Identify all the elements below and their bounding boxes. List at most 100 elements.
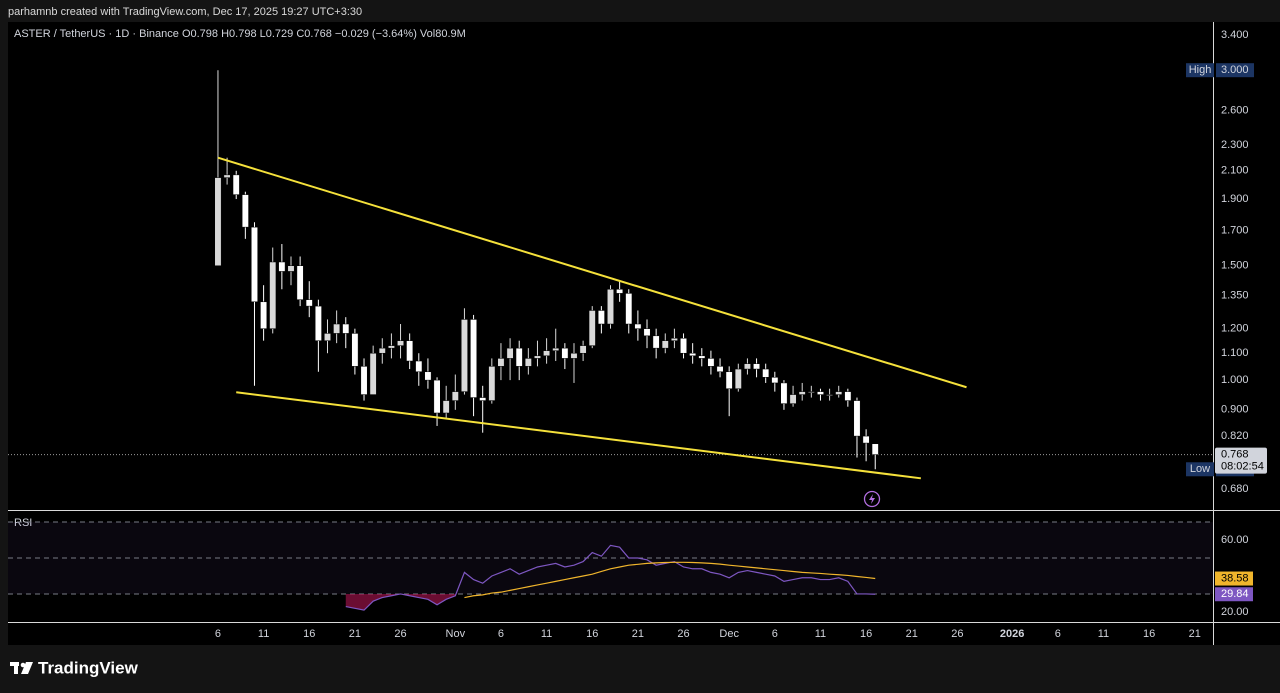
x-tick-label: 6 [215,628,221,640]
candle-body [488,366,496,401]
x-tick-label: 21 [1189,628,1201,640]
logo-icon [10,662,33,674]
candle-body [725,371,733,389]
candle-body [743,363,751,370]
y-tick-label: 20.00 [1221,606,1249,618]
y-tick-label: 2.300 [1221,139,1249,151]
candle-body [451,391,459,401]
x-tick-label: 11 [815,628,826,640]
candle-body [734,368,742,389]
candle-body [524,358,532,367]
y-tick-label: 2.600 [1221,104,1249,116]
x-tick-label: 21 [906,628,918,640]
candle-body [844,391,852,401]
rsi-line [345,544,876,611]
trendline [217,156,967,389]
legend-value: O0.798 [182,28,218,40]
marker-value: 3.000 [1221,64,1249,76]
candle-body [333,323,341,334]
last-price-box [1215,447,1267,474]
rsi-line [464,561,876,599]
candle-body [534,355,541,359]
candle-body [643,328,651,337]
candle-body [305,299,313,307]
candle-body [689,352,697,357]
y-tick-label: 2.100 [1221,165,1249,177]
candle-body [561,347,569,359]
candle-body [789,394,797,404]
candle-body [862,435,870,444]
rsi-value-box [1215,571,1253,586]
x-tick-label: 2026 [1000,628,1024,640]
x-tick-label: 11 [541,628,552,640]
y-tick-label: 1.100 [1221,347,1249,359]
candle-body [214,177,222,266]
legend-value: Vol80.9M [420,28,466,40]
candle-body [543,350,551,357]
candle-body [597,310,605,325]
candle-body [680,337,687,354]
x-tick-label: 16 [1143,628,1155,640]
x-tick-label: 6 [1055,628,1061,640]
x-tick-label: Nov [446,628,466,640]
candle-body [707,358,715,367]
candle-body [771,377,779,384]
x-tick-label: 16 [586,628,598,640]
candle-body [223,174,231,178]
rsi-value-label: 38.58 [1221,572,1249,584]
candle-body [716,366,724,373]
candle-body [387,345,395,349]
candle-body [698,355,706,359]
candle-body [826,394,834,396]
x-tick-label: 26 [394,628,406,640]
candle-body [634,323,642,329]
candle-body [607,289,614,325]
legend-value: H0.798 [221,28,256,40]
candle-body [570,352,578,359]
candle-body [470,319,478,398]
candle-body [415,360,423,373]
y-tick-label: 60.00 [1221,534,1249,546]
rsi-value-label: 29.84 [1221,588,1249,600]
y-tick-label: 1.200 [1221,323,1249,335]
candle-body [817,391,824,395]
candle-body [798,391,806,395]
candle-body [506,347,514,359]
rsi-value-box [1215,587,1253,602]
candle-body [670,337,678,341]
x-tick-label: 11 [1098,628,1109,640]
y-tick-label: 1.350 [1221,289,1249,301]
candle-body [260,301,268,329]
legend: ASTER / TetherUS · 1D · Binance O0.798 H… [14,28,466,40]
candle-body [479,397,487,401]
candle-body [424,371,432,381]
marker-value-box [1216,63,1254,78]
candle-body [360,366,368,395]
candle-body [278,261,286,272]
candle-body [442,400,450,414]
candle-body [397,340,404,346]
candle-body [314,305,322,341]
x-tick-label: 11 [258,628,269,640]
trendline [236,391,922,480]
x-tick-label: Dec [719,628,739,640]
candle-body [616,289,624,294]
x-tick-label: 21 [349,628,361,640]
alert-icon [863,490,881,508]
candle-body [807,391,815,393]
last-price-label: 0.768 [1221,448,1249,460]
candle-body [497,358,505,367]
y-tick-label: 1.500 [1221,260,1249,272]
candle-body [515,347,523,367]
candle-body [378,347,386,354]
candle-body [296,265,304,300]
marker-name: High [1189,64,1212,76]
candle-body [433,379,441,414]
candle-body [871,443,879,455]
y-tick-label: 0.680 [1221,483,1249,495]
candle-body [835,391,843,395]
candle-body [625,293,633,325]
x-tick-label: 6 [772,628,778,640]
candle-body [753,363,761,370]
